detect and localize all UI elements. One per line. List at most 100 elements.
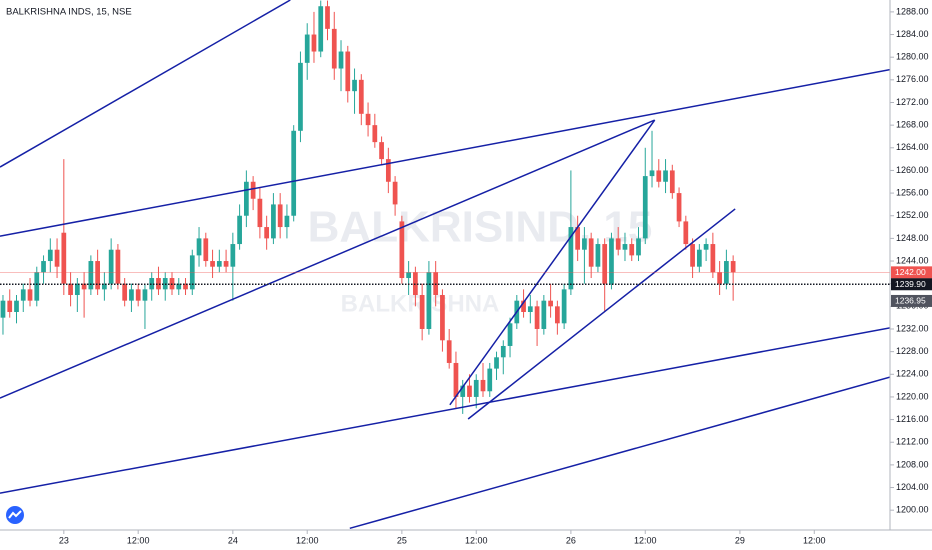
candle-body (717, 272, 722, 284)
candle-body (730, 261, 736, 273)
chart-title: BALKRISHNA INDS, 15, NSE (6, 7, 132, 18)
candle-body (385, 159, 391, 182)
candle-body (27, 289, 33, 301)
y-tick-label: 1260.00 (896, 165, 929, 175)
candle-body (257, 198, 263, 228)
y-tick-label: 1212.00 (896, 437, 929, 447)
price-tag (891, 278, 932, 291)
candle-body (183, 283, 188, 290)
candle-body (250, 181, 256, 199)
y-tick-label: 1284.00 (896, 29, 929, 39)
trend-line (0, 327, 890, 494)
candle-body (271, 204, 276, 239)
x-tick-label: 26 (566, 535, 576, 545)
candle-body (460, 385, 466, 397)
trend-line (0, 68, 890, 237)
x-tick-label: 12:00 (127, 535, 150, 545)
candle-body (142, 289, 148, 301)
candle-body (176, 283, 182, 290)
x-tick-label: 24 (228, 535, 238, 545)
x-tick-label: 12:00 (465, 535, 488, 545)
y-tick-label: 1276.00 (896, 74, 929, 84)
candle-body (345, 51, 351, 92)
candle-body (541, 300, 547, 329)
x-tick-label: 12:00 (296, 535, 319, 545)
candle-body (277, 204, 283, 228)
candle-body (54, 249, 60, 267)
candle-body (68, 283, 73, 296)
candle-body (196, 238, 202, 256)
candle-body (365, 113, 371, 126)
candle-body (568, 227, 574, 290)
candle-body (74, 283, 80, 296)
y-tick-label: 1208.00 (896, 459, 929, 469)
y-tick-label: 1220.00 (896, 391, 929, 401)
x-tick-label: 12:00 (634, 535, 657, 545)
candle-body (426, 272, 432, 329)
y-tick-label: 1248.00 (896, 233, 929, 243)
candle-body (237, 215, 242, 245)
candle-body (203, 238, 209, 262)
candle-body (291, 130, 297, 216)
candle-body (683, 221, 689, 245)
candle-body (243, 181, 249, 216)
candle-body (453, 362, 459, 397)
candle-body (527, 306, 533, 312)
watermark: BALKRISIND, 15 (308, 203, 653, 252)
candle-body (379, 142, 384, 160)
y-tick-label: 1200.00 (896, 505, 929, 515)
candle-body (230, 244, 236, 267)
candle-body (663, 170, 668, 182)
candle-body (521, 300, 526, 312)
candle-body (331, 28, 337, 69)
trend-line (449, 119, 656, 406)
candle-body (14, 300, 19, 312)
trend-line (467, 208, 736, 420)
candle-body (406, 272, 411, 279)
candle-body (629, 244, 635, 256)
y-tick-label: 1288.00 (896, 6, 929, 16)
candle-body (419, 295, 425, 329)
candle-body (372, 125, 378, 143)
candle-body (636, 238, 641, 256)
candle-body (494, 357, 499, 369)
axes: 1200.00 1204.00 1208.00 1212.00 1216.00 1220.… (59, 6, 932, 545)
candle-body (318, 6, 324, 52)
candle-body (554, 306, 560, 324)
candle-body (284, 215, 290, 228)
candle-body (548, 300, 553, 307)
candle-body (696, 249, 702, 267)
candle-body (690, 244, 695, 267)
price-tag (891, 294, 932, 307)
candle-body (210, 261, 215, 267)
candle-body (7, 300, 13, 312)
candle-body (609, 238, 614, 284)
candle-body (352, 79, 357, 92)
trend-line (349, 376, 890, 530)
plot-area (0, 0, 890, 530)
candle-body (473, 379, 479, 397)
candle-body (47, 249, 53, 262)
price-tag-label: 1242.00 (895, 267, 926, 277)
trend-line (0, 0, 291, 168)
candle-body (20, 289, 26, 301)
price-tag-label: 1236.95 (895, 296, 926, 306)
candle-body (61, 232, 67, 284)
y-tick-label: 1272.00 (896, 97, 929, 107)
candle-body (41, 261, 46, 273)
y-tick-label: 1224.00 (896, 369, 929, 379)
candle-body (615, 238, 621, 250)
price-tag (891, 266, 932, 279)
candle-body (656, 170, 662, 182)
candle-body (500, 345, 506, 358)
candle-body (81, 283, 87, 290)
candle-body (602, 244, 608, 284)
y-tick-label: 1228.00 (896, 346, 929, 356)
y-tick-label: 1216.00 (896, 414, 929, 424)
y-tick-label: 1232.00 (896, 323, 929, 333)
candle-body (649, 170, 655, 177)
candle-body (338, 51, 344, 69)
candle-body (325, 6, 330, 29)
